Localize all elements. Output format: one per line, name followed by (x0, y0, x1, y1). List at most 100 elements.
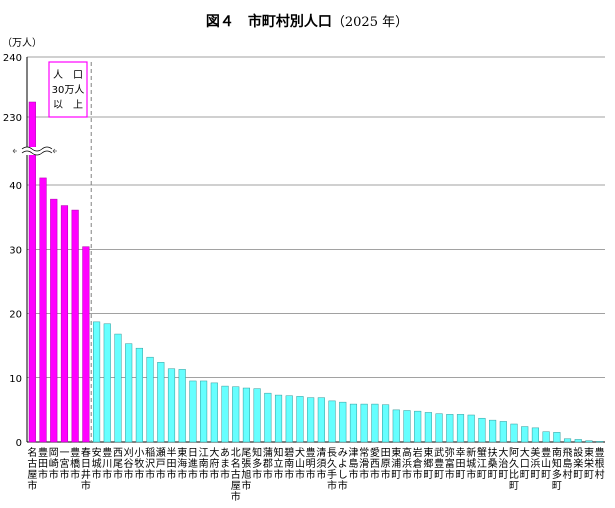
bar (71, 209, 79, 443)
gridlines (26, 56, 605, 443)
bar (360, 403, 368, 443)
bar (478, 417, 486, 443)
bar (531, 427, 539, 443)
bar (510, 423, 518, 443)
bar (178, 369, 186, 443)
category-label: 春日井市 (81, 447, 91, 492)
annotation-line-3: 以 上 (53, 99, 83, 111)
category-label: 津島市 (348, 447, 358, 481)
bar (189, 380, 197, 443)
bar (285, 395, 293, 443)
category-label: 小牧市 (134, 447, 144, 481)
bar (499, 421, 507, 443)
bars (28, 101, 604, 443)
bar (317, 397, 325, 443)
category-label: 飛島村 (563, 447, 573, 481)
bar (82, 246, 90, 443)
category-label: 豊川市 (102, 446, 112, 481)
category-label: 犬山市 (295, 446, 305, 481)
bar (424, 412, 432, 443)
bar (574, 439, 582, 443)
category-label: 知立市 (274, 446, 284, 481)
category-label: 稲沢市 (145, 447, 155, 481)
category-label: 大口町 (520, 446, 530, 481)
bar (93, 321, 101, 443)
category-label: 豊橋市 (70, 446, 80, 481)
category-label: みよし市 (338, 448, 348, 492)
bar (114, 333, 122, 443)
chart-title: 図４ 市町村別人口（2025 年） (206, 13, 408, 30)
bar (274, 394, 283, 443)
bar (200, 380, 208, 443)
category-label: 阿久比町 (509, 447, 519, 492)
category-label: 豊明市 (306, 446, 316, 481)
x-category-labels: 名古屋市豊田市岡崎市一宮市豊橋市春日井市安城市豊川市西尾市刈谷市小牧市稲沢市瀬戸… (27, 446, 604, 503)
bar (349, 403, 358, 443)
bar (382, 404, 390, 443)
threshold-annotation: 人 口 30万人 以 上 (48, 61, 88, 118)
category-label: 清須市 (316, 446, 326, 481)
category-label: 一宮市 (59, 448, 69, 481)
bar (542, 431, 550, 443)
category-label: 碧南市 (284, 447, 294, 481)
category-label: 高浜市 (402, 446, 412, 481)
bar (232, 386, 240, 443)
y-axis-unit-label: （万人） (2, 37, 42, 49)
y-tick-labels: 0 10 20 30 40 230 240 (3, 53, 22, 449)
annotation-box (48, 61, 88, 118)
bar (553, 432, 561, 443)
annotation-line-2: 30万人 (52, 84, 85, 96)
break-arrow-right-icon (52, 148, 57, 154)
bar (339, 401, 347, 443)
bar (392, 409, 400, 443)
category-label: 武豊町 (434, 446, 444, 481)
bar (435, 413, 443, 443)
category-label: 東栄町 (584, 446, 594, 481)
y-tick-label: 240 (3, 53, 22, 64)
bar (296, 396, 304, 443)
bar (167, 368, 176, 443)
bar (585, 440, 593, 443)
category-label: 西尾市 (113, 448, 123, 481)
category-label: あま市 (220, 447, 230, 481)
category-label: 田原市 (381, 448, 391, 481)
category-label: 豊根村 (595, 446, 605, 481)
bar (210, 382, 218, 443)
category-label: 幸田町 (456, 447, 466, 481)
category-label: 日進市 (188, 448, 198, 481)
axis-break-mark (12, 146, 57, 156)
category-label: 岩倉市 (413, 446, 423, 481)
category-label: 名古屋市 (27, 446, 37, 492)
category-label: 扶桑町 (488, 446, 498, 481)
category-label: 設楽町 (573, 446, 583, 481)
category-label: 長久手市 (327, 447, 337, 492)
bar (125, 343, 133, 443)
category-label: 刈谷市 (124, 446, 134, 481)
category-label: 東郷町 (423, 446, 433, 481)
category-label: 東浦町 (391, 446, 401, 481)
category-label: 北名古屋市 (231, 447, 241, 503)
category-label: 尾張旭市 (241, 447, 251, 492)
category-label: 弥富市 (445, 446, 455, 481)
bar (242, 387, 250, 443)
bar (489, 419, 497, 443)
category-label: 常滑市 (359, 446, 369, 481)
break-wave-bottom (21, 150, 53, 156)
y-tick-label: 20 (9, 310, 22, 321)
category-label: 愛西市 (370, 446, 380, 481)
bar (264, 392, 272, 443)
category-label: 美浜町 (530, 446, 540, 481)
bar (103, 323, 111, 443)
bar (596, 441, 604, 443)
bar (50, 198, 58, 443)
category-label: 蟹江町 (477, 446, 487, 481)
category-label: 知多市 (252, 446, 262, 481)
bar (371, 403, 379, 443)
break-wave-top (21, 146, 53, 152)
category-label: 半田市 (167, 446, 177, 481)
bar (28, 101, 36, 443)
bar (39, 177, 47, 443)
bar (328, 400, 336, 443)
bar (456, 414, 465, 443)
